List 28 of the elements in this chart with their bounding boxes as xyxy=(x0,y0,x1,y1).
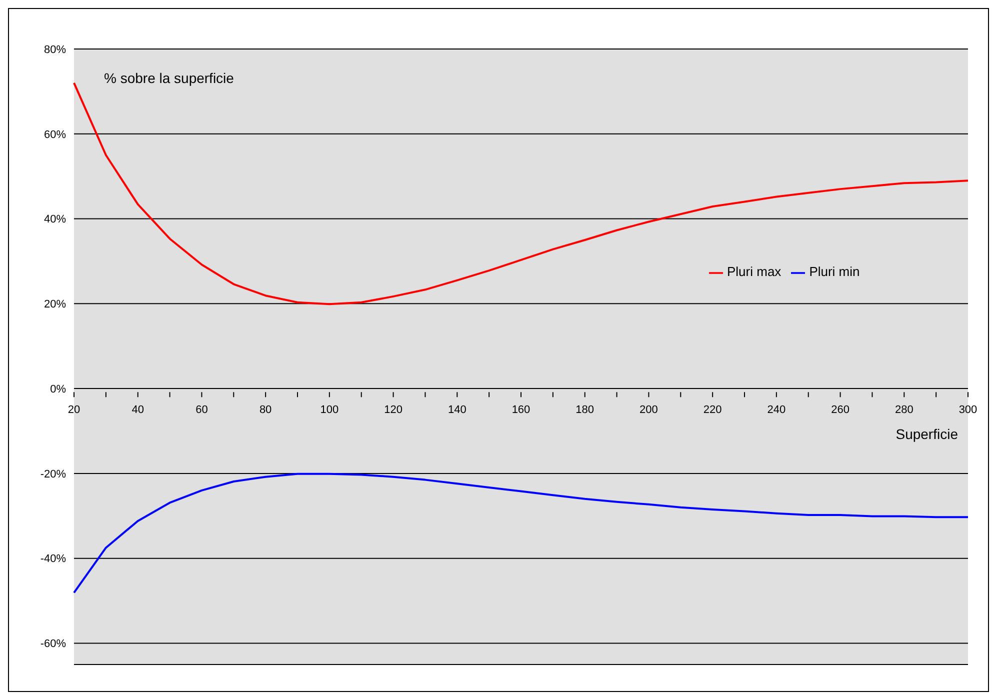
legend-label: Pluri min xyxy=(809,264,860,279)
y-tick-label: -20% xyxy=(40,468,66,480)
x-tick-label: 80 xyxy=(259,404,272,416)
y-axis-title: % sobre la superficie xyxy=(104,70,234,86)
x-tick-label: 260 xyxy=(831,404,850,416)
x-tick-label: 40 xyxy=(132,404,144,416)
y-tick-label: 0% xyxy=(50,383,66,396)
x-tick-label: 140 xyxy=(448,404,466,416)
x-tick-label: 220 xyxy=(703,404,722,416)
y-tick-label: -60% xyxy=(40,638,66,650)
y-tick-label: 20% xyxy=(44,298,66,311)
x-tick-label: 200 xyxy=(640,404,658,416)
x-tick-label: 120 xyxy=(384,404,402,416)
y-tick-label: 40% xyxy=(44,214,66,226)
x-tick-label: 20 xyxy=(68,404,80,416)
x-tick-label: 100 xyxy=(320,404,339,416)
x-tick-label: 60 xyxy=(196,404,208,416)
x-tick-label: 240 xyxy=(767,404,786,416)
y-tick-label: 80% xyxy=(44,44,66,56)
legend-label: Pluri max xyxy=(727,264,782,279)
x-tick-label: 280 xyxy=(894,404,914,416)
x-axis-title: Superficie xyxy=(896,426,958,442)
y-tick-label: 60% xyxy=(44,128,66,141)
x-tick-label: 160 xyxy=(512,404,530,416)
x-tick-label: 300 xyxy=(958,404,978,416)
x-tick-label: 180 xyxy=(576,404,594,416)
line-series xyxy=(73,472,969,594)
y-tick-label: -40% xyxy=(40,553,66,566)
